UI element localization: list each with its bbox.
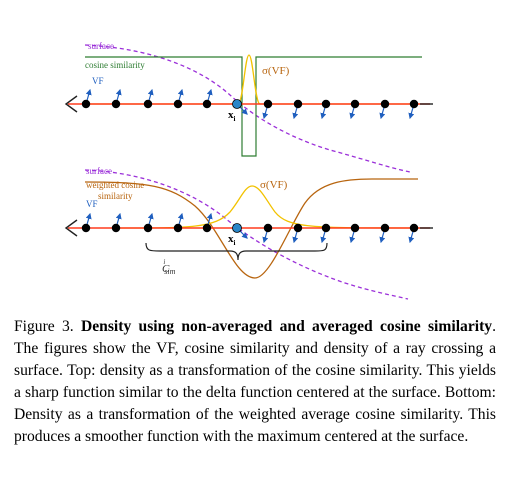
bottom-sample-point <box>232 223 242 233</box>
bottom-sample-point <box>143 223 153 233</box>
bottom-sigma-curve <box>119 185 421 229</box>
top-legend-cosine: cosine similarity <box>85 60 145 70</box>
bottom-sigma-label: σ(VF) <box>260 179 288 191</box>
bottom-legend-weighted-1: weighted cosine <box>86 180 144 190</box>
bottom-sample-point <box>263 223 273 233</box>
top-sample-point <box>173 99 183 109</box>
figure-diagram: surface cosine similarity VF σ(VF) xi Ci… <box>64 41 433 300</box>
top-sample-point <box>111 99 121 109</box>
bottom-sample-point <box>81 223 91 233</box>
top-ray-arrowhead <box>64 95 78 113</box>
bottom-legend-weighted-2: similarity <box>98 191 133 201</box>
top-panel: surface cosine similarity VF σ(VF) xi <box>64 41 433 173</box>
top-legend-surface: surface <box>88 41 114 51</box>
caption-figure-number: Figure 3. <box>14 318 74 335</box>
top-point-label: xi <box>228 109 236 123</box>
top-sample-point <box>409 99 419 109</box>
bottom-brace-label: Cisim <box>162 258 176 276</box>
bottom-sample-point <box>380 223 390 233</box>
top-sample-point <box>350 99 360 109</box>
caption-bold-title: Density using non-averaged and averaged … <box>81 318 493 335</box>
bottom-point-label: xi <box>228 233 236 247</box>
bottom-sample-point <box>350 223 360 233</box>
bottom-sample-points <box>81 212 419 244</box>
top-sample-point <box>263 99 273 109</box>
bottom-legend-vf: VF <box>86 199 98 209</box>
top-sample-point <box>143 99 153 109</box>
top-sample-point <box>81 99 91 109</box>
bottom-weighted-curve <box>84 178 418 279</box>
bottom-legend-surface: surface <box>86 166 112 176</box>
top-sample-point <box>202 99 212 109</box>
bottom-ray-arrowhead <box>64 219 78 237</box>
figure-caption: Figure 3. Density using non-averaged and… <box>14 316 496 448</box>
bottom-sample-point <box>202 223 212 233</box>
top-cosine-curve <box>85 56 422 157</box>
top-legend-vf: VF <box>92 76 104 86</box>
bottom-sample-point <box>111 223 121 233</box>
top-sample-point <box>232 99 242 109</box>
top-sigma-label: σ(VF) <box>262 65 290 77</box>
bottom-sample-point <box>293 223 303 233</box>
bottom-sample-point <box>409 223 419 233</box>
top-sample-point <box>293 99 303 109</box>
caption-body: . The figures show the VF, cosine simila… <box>14 318 496 445</box>
bottom-brace <box>145 242 328 261</box>
top-sigma-curve <box>85 54 420 105</box>
bottom-sample-point <box>321 223 331 233</box>
bottom-surface-curve <box>84 169 409 300</box>
top-surface-curve <box>84 44 411 173</box>
top-sample-point <box>321 99 331 109</box>
top-sample-point <box>380 99 390 109</box>
bottom-sample-point <box>173 223 183 233</box>
bottom-panel: Cisim surface weighted cosine similarity… <box>64 166 433 300</box>
top-sample-points <box>81 88 419 120</box>
